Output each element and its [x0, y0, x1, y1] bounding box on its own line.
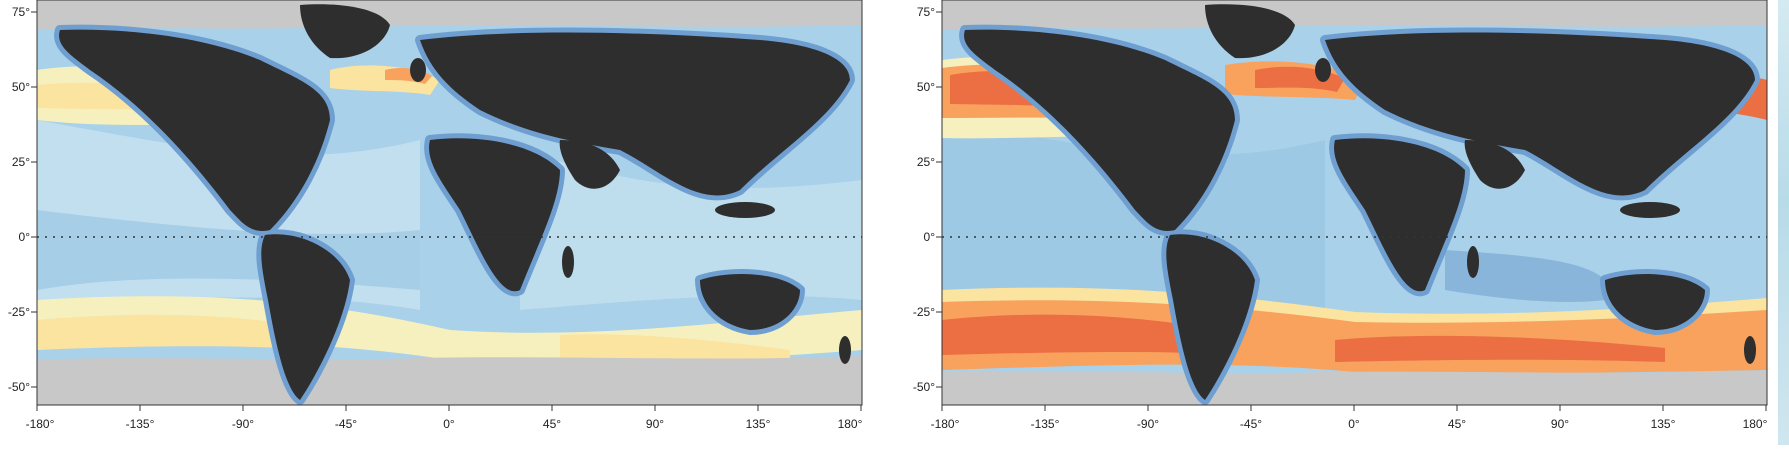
japan [762, 98, 778, 142]
x-tick-label: 0° [443, 417, 455, 431]
british-isles [1315, 58, 1331, 82]
x-tick-label: -45° [1240, 417, 1262, 431]
north-america [59, 29, 331, 231]
north-america [964, 29, 1235, 231]
x-tick-label: -180° [931, 417, 960, 431]
madagascar [562, 246, 574, 278]
map-right: 75° 50° 25° 0° -25° -50° -180° -135° -90… [913, 0, 1768, 431]
so-yellow-edge [942, 287, 1767, 323]
africa [1334, 138, 1465, 292]
x-tick-label: -180° [26, 417, 55, 431]
antarctic-ice [37, 356, 862, 405]
land [59, 4, 851, 400]
x-tick-label: -135° [126, 417, 155, 431]
so-red-band [942, 314, 1235, 355]
x-tick-label: 180° [838, 417, 863, 431]
so-red-band-2 [1335, 335, 1665, 362]
x-tick-label: 45° [543, 417, 561, 431]
x-tick-label: 90° [1551, 417, 1569, 431]
eurasia [420, 32, 850, 196]
ocean-shelf-patch [1445, 250, 1605, 302]
so-yellow-band [37, 314, 320, 350]
south-america [1166, 234, 1255, 400]
y-tick-label: -25° [913, 305, 935, 319]
south-america [261, 234, 350, 400]
x-axis: -180° -135° -90° -45° 0° 45° 90° 135° 18… [26, 405, 863, 431]
x-tick-label: -90° [232, 417, 254, 431]
land [964, 4, 1756, 400]
map-panel-right: 75° 50° 25° 0° -25° -50° -180° -135° -90… [905, 0, 1775, 450]
british-isles [410, 58, 426, 82]
map-left: 75° 50° 25° 0° -25° -50° -180° -135° -90… [8, 0, 863, 431]
y-tick-label: 25° [917, 155, 935, 169]
x-tick-label: 180° [1743, 417, 1768, 431]
new-zealand [839, 336, 851, 364]
y-tick-label: -25° [8, 305, 30, 319]
greenland [300, 4, 390, 59]
africa [429, 138, 560, 292]
x-tick-label: 90° [646, 417, 664, 431]
arctic-ice [37, 0, 862, 30]
arctic-ice [942, 0, 1767, 30]
y-tick-label: 0° [19, 230, 31, 244]
y-tick-label: 50° [12, 80, 30, 94]
antarctic-ice [942, 370, 1767, 405]
indonesia [1620, 202, 1680, 218]
y-tick-label: 25° [12, 155, 30, 169]
x-tick-label: -135° [1031, 417, 1060, 431]
india [1464, 140, 1525, 189]
new-zealand [1744, 336, 1756, 364]
map-right-body [942, 0, 1767, 405]
y-axis: 75° 50° 25° 0° -25° -50° [913, 5, 942, 394]
map-panel-left: 75° 50° 25° 0° -25° -50° -180° -135° -90… [0, 0, 870, 450]
x-tick-label: -45° [335, 417, 357, 431]
x-tick-label: 135° [1651, 417, 1676, 431]
x-tick-label: -90° [1137, 417, 1159, 431]
y-tick-label: 50° [917, 80, 935, 94]
x-tick-label: 135° [746, 417, 771, 431]
india [559, 140, 620, 189]
edge-strip [1778, 0, 1789, 445]
map-left-body [37, 0, 862, 405]
y-tick-label: 0° [924, 230, 936, 244]
indonesia [715, 202, 775, 218]
so-yellow-band-2 [560, 334, 790, 365]
ocean-light-band-2 [520, 150, 862, 310]
y-tick-label: -50° [8, 380, 30, 394]
australia [1605, 274, 1705, 330]
australia [700, 274, 800, 330]
x-tick-label: 0° [1348, 417, 1360, 431]
x-tick-label: 45° [1448, 417, 1466, 431]
japan [1667, 98, 1683, 142]
y-tick-label: 75° [917, 5, 935, 19]
greenland [1205, 4, 1295, 59]
x-axis: -180° -135° -90° -45° 0° 45° 90° 135° 18… [931, 405, 1768, 431]
y-tick-label: -50° [913, 380, 935, 394]
y-axis: 75° 50° 25° 0° -25° -50° [8, 5, 37, 394]
eurasia [1325, 32, 1755, 196]
y-tick-label: 75° [12, 5, 30, 19]
madagascar [1467, 246, 1479, 278]
